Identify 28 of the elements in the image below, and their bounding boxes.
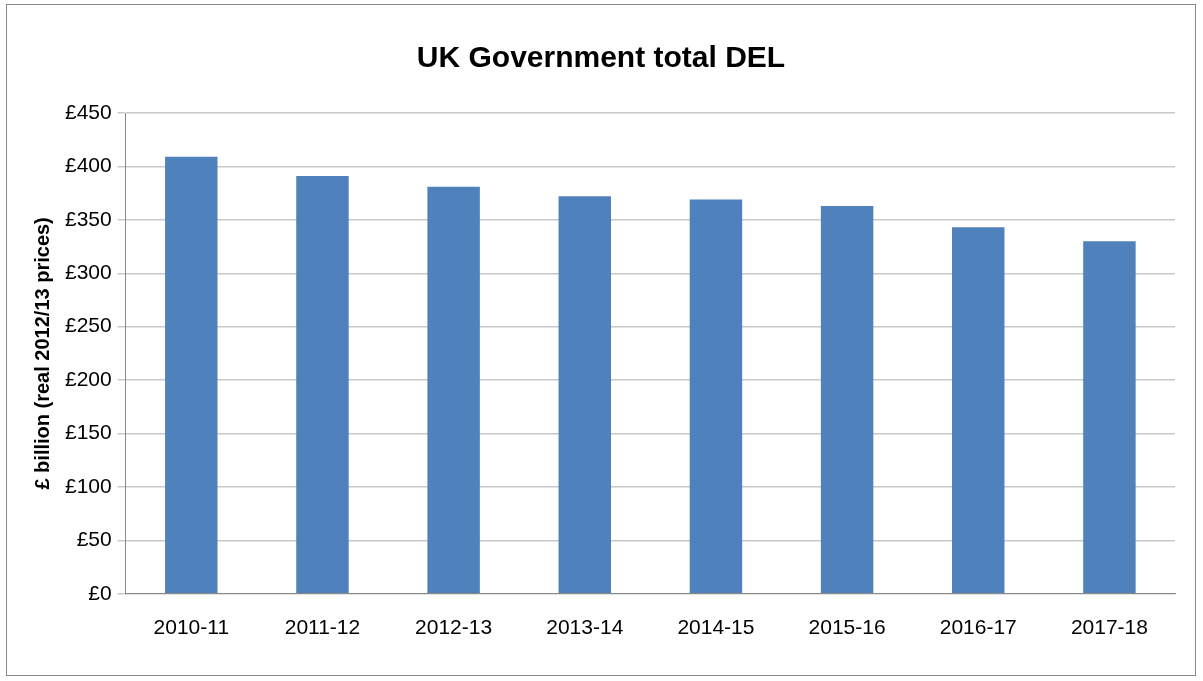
y-tick-label: £450 [65,99,112,123]
x-tick-label: 2016-17 [939,615,1017,639]
bar [952,227,1005,594]
y-tick-label: £0 [88,580,112,604]
x-tick-label: 2012-13 [415,615,493,639]
chart-title: UK Government total DEL [416,40,786,74]
x-tick-label: 2011-12 [284,615,361,639]
y-axis-title: £ billion (real 2012/13 prices) [30,217,53,490]
bar [1083,241,1136,594]
bar [558,196,612,594]
bar [689,199,743,594]
bar [820,205,874,594]
y-tick-label: £300 [65,260,112,284]
y-tick-label: £50 [76,527,112,551]
y-tick-label: £250 [65,313,112,337]
bar [165,156,218,594]
x-tick-label: 2013-14 [546,615,624,639]
x-tick-label: 2015-16 [808,615,886,639]
y-tick-label: £200 [65,366,112,390]
bar [296,176,349,594]
y-tick-label: £350 [65,206,112,230]
x-tick-label: 2014-15 [677,615,755,639]
x-tick-label: 2010-11 [153,615,230,639]
y-tick-label: £150 [65,420,112,444]
bar [427,186,480,594]
y-tick-label: £400 [65,153,112,177]
y-tick-label: £100 [65,473,112,497]
x-tick-label: 2017-18 [1070,615,1148,639]
